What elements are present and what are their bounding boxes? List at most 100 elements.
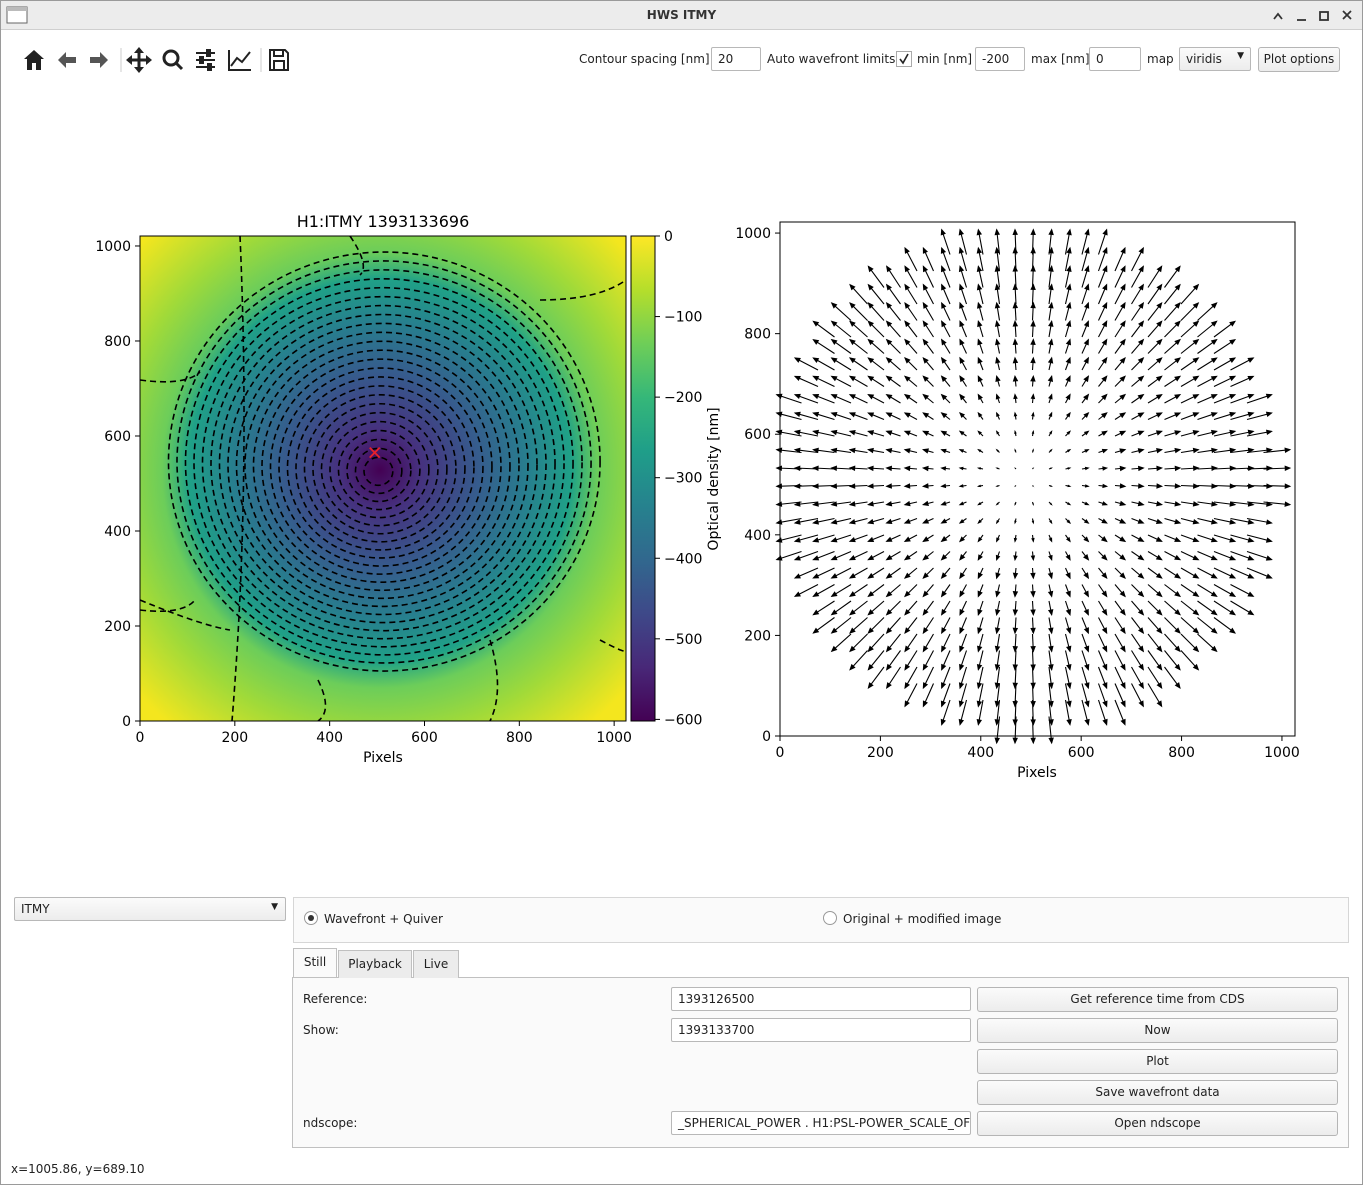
arrow-head: [1138, 501, 1145, 506]
quiver-arrow: [977, 430, 983, 436]
quiver-arrow: [1214, 321, 1236, 337]
tab[interactable]: Playback: [338, 950, 412, 978]
quiver-arrow: [1065, 568, 1070, 579]
quiver-arrow: [885, 430, 900, 436]
view-option-label[interactable]: Original + modified image: [843, 912, 1001, 926]
wavefront-title: H1:ITMY 1393133696: [297, 212, 470, 231]
quiver-arrow: [977, 502, 983, 505]
arrow-head: [1138, 320, 1144, 327]
reference-input[interactable]: 1393126500: [671, 987, 971, 1011]
arrow-head: [1229, 628, 1236, 634]
arrow-head: [1102, 265, 1107, 272]
quiver-arrow: [941, 601, 950, 616]
arrow-head: [904, 519, 911, 524]
quiver-arrow: [1031, 393, 1036, 403]
arrow-head: [1030, 591, 1035, 598]
quiver-arrow: [1048, 601, 1053, 616]
quiver-arrow: [868, 284, 884, 304]
quiver-arrow: [1030, 618, 1035, 635]
quiver-arrow: [1148, 667, 1162, 689]
arrow-head: [940, 449, 946, 454]
quiver-arrow: [1181, 634, 1199, 652]
arrow-head: [1156, 430, 1163, 435]
quiver-arrow: [904, 585, 917, 598]
quiver-arrow: [1030, 568, 1035, 579]
quiver-arrow: [1066, 283, 1072, 304]
view-radio[interactable]: [823, 911, 837, 925]
view-option-label[interactable]: Wavefront + Quiver: [324, 912, 443, 926]
quiver-arrow: [1198, 466, 1218, 471]
quiver-arrow: [996, 535, 1000, 543]
quiver-arrow: [922, 535, 933, 542]
button[interactable]: Open ndscope: [977, 1111, 1338, 1136]
sensor-select[interactable]: ITMY▼: [14, 897, 286, 921]
arrow-head: [923, 339, 929, 346]
quiver-arrow: [1099, 552, 1108, 561]
arrow-head: [959, 247, 964, 254]
quiver-arrow: [1148, 302, 1162, 321]
quiver-arrow: [849, 412, 868, 419]
button[interactable]: Plot: [977, 1049, 1338, 1074]
quiver-arrow: [831, 634, 851, 652]
arrow-head: [1102, 466, 1108, 470]
arrow-head: [941, 339, 947, 346]
quiver-arrow: [959, 484, 967, 488]
arrow-head: [812, 555, 819, 560]
quiver-arrow: [1115, 601, 1126, 616]
arrow-head: [1101, 357, 1107, 364]
quiver-arrow: [959, 431, 967, 436]
quiver-arrow: [849, 448, 868, 453]
tab[interactable]: Live: [413, 950, 459, 978]
quiver-arrow: [1066, 357, 1071, 370]
quiver-arrow: [1013, 568, 1018, 579]
quiver-arrow: [1132, 284, 1144, 304]
quiver-arrow: [941, 651, 950, 671]
arrow-head: [812, 610, 819, 616]
arrow-head: [941, 609, 947, 616]
arrow-head: [886, 376, 893, 382]
arrow-head: [1085, 467, 1090, 470]
quiver-arrow: [1198, 535, 1218, 542]
arrow-head: [1084, 449, 1089, 453]
arrow-head: [849, 357, 856, 363]
quiver-arrow: [1198, 394, 1218, 403]
quiver-arrow: [995, 485, 999, 487]
quiver-arrow: [1148, 585, 1163, 598]
quiver-arrow: [1198, 585, 1218, 598]
show-input[interactable]: 1393133700: [671, 1018, 971, 1042]
arrow-head: [867, 448, 874, 453]
arrow-head: [1083, 394, 1089, 401]
tab[interactable]: Still: [293, 948, 337, 977]
arrow-head: [1012, 738, 1017, 745]
ndscope-input[interactable]: _SPHERICAL_POWER . H1:PSL-POWER_SCALE_OF…: [671, 1111, 971, 1135]
quiver-arrow: [995, 618, 1000, 635]
arrow-head: [1174, 591, 1181, 597]
quiver-arrow: [1165, 634, 1181, 652]
arrow-head: [1066, 664, 1071, 671]
arrow-head: [1138, 448, 1145, 453]
quiver-arrow: [1214, 339, 1236, 354]
quiver-arrow: [867, 519, 884, 525]
quiver-arrow: [1115, 412, 1126, 419]
quiver-arrow: [849, 302, 867, 320]
quiver-arrow: [1148, 483, 1163, 488]
arrow-head: [977, 228, 982, 235]
arrow-head: [812, 628, 819, 634]
arrow-head: [1030, 738, 1035, 745]
button[interactable]: Save wavefront data: [977, 1080, 1338, 1105]
arrow-head: [1014, 412, 1018, 417]
arrow-head: [1084, 682, 1089, 689]
quiver-arrow: [1132, 265, 1144, 287]
arrow-head: [1013, 609, 1018, 616]
arrow-head: [1048, 572, 1053, 579]
quiver-arrow: [1198, 634, 1218, 652]
arrow-head: [1120, 627, 1126, 634]
arrow-head: [1156, 466, 1163, 471]
arrow-head: [977, 627, 982, 634]
view-radio[interactable]: [304, 911, 318, 925]
button[interactable]: Get reference time from CDS: [977, 987, 1338, 1012]
quiver-arrow: [922, 375, 933, 386]
quiver-arrow: [922, 568, 933, 579]
button[interactable]: Now: [977, 1018, 1338, 1043]
quiver-arrow: [1165, 357, 1182, 370]
